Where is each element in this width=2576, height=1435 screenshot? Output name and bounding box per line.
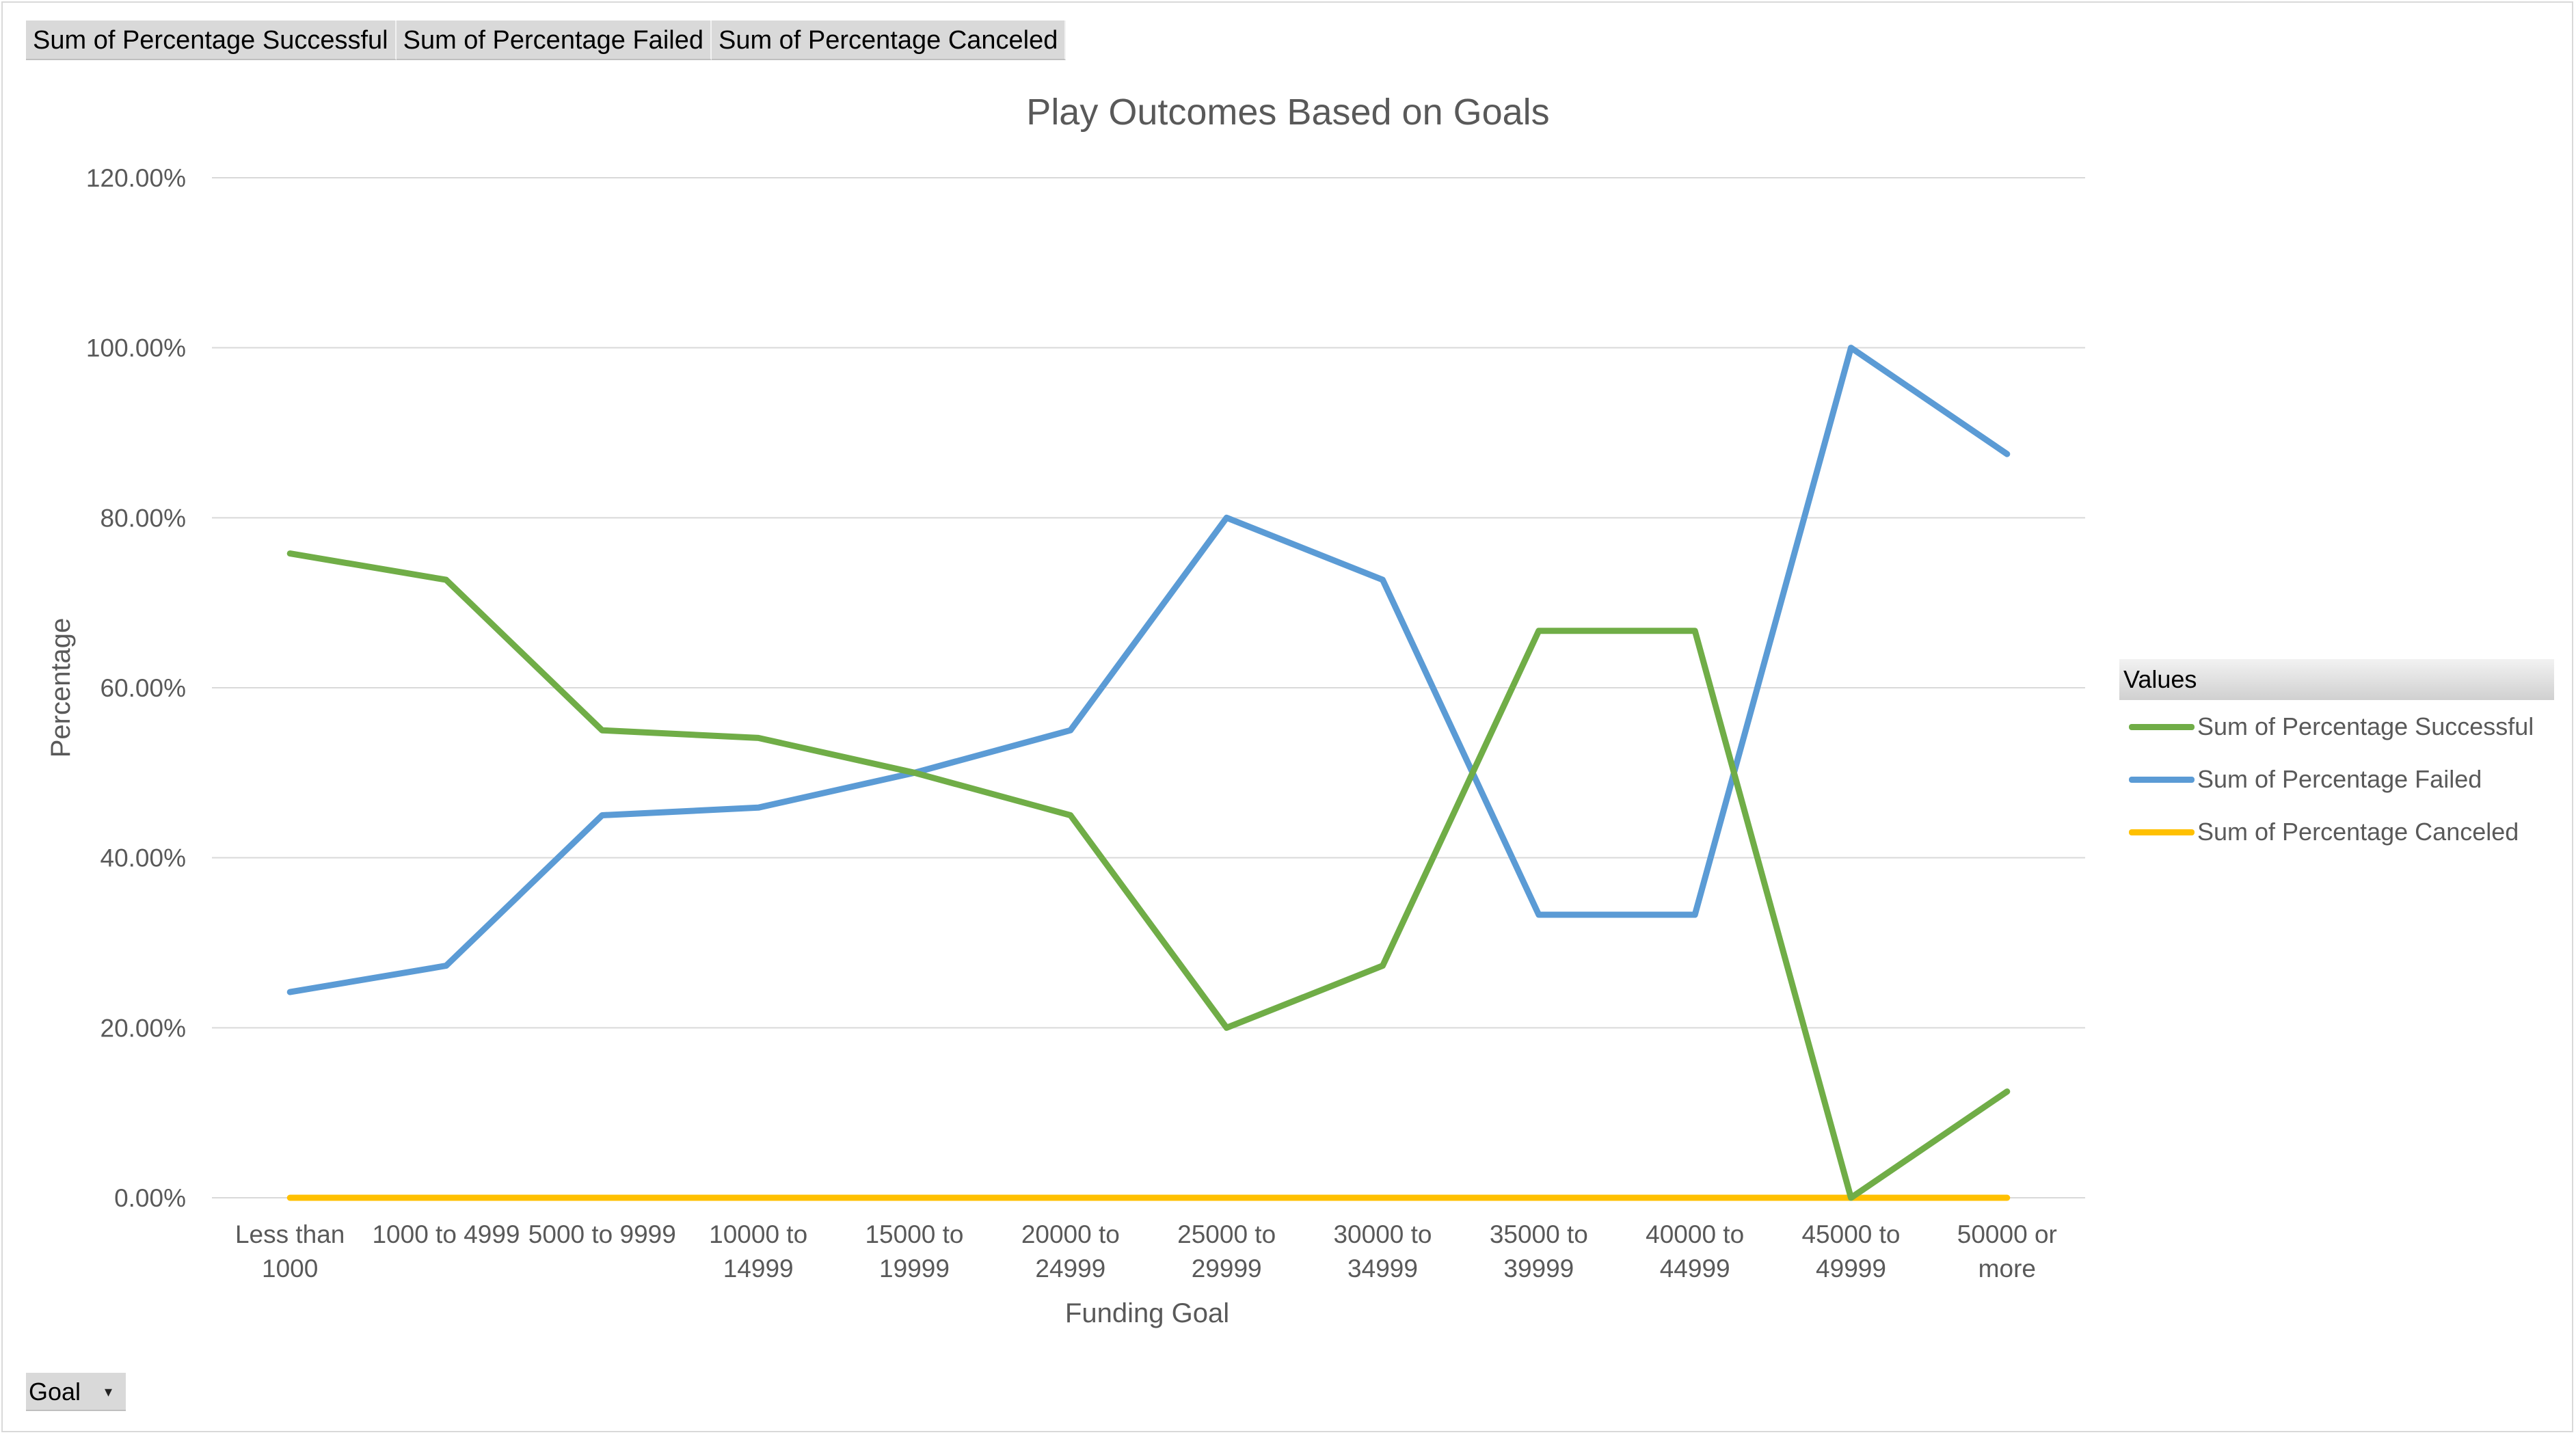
x-tick-label: 29999 [1192,1255,1262,1283]
legend-label-failed: Sum of Percentage Failed [2197,765,2482,793]
legend-swatch-canceled [2129,829,2195,835]
legend-item-canceled[interactable]: Sum of Percentage Canceled [2119,805,2554,858]
x-tick-label: 15000 to [865,1220,963,1248]
y-tick-label: 20.00% [100,1014,187,1042]
field-button-successful[interactable]: Sum of Percentage Successful [26,21,397,60]
x-tick-label: 1000 to 4999 [372,1220,520,1248]
y-tick-label: 80.00% [100,504,187,532]
y-axis-tick-labels: 0.00% 20.00% 40.00% 60.00% 80.00% 100.00% 120.… [86,164,186,1212]
series-lines [286,345,2011,1201]
x-tick-label: more [1978,1255,2036,1283]
legend-label-successful: Sum of Percentage Successful [2197,712,2534,740]
legend-item-successful[interactable]: Sum of Percentage Successful [2119,700,2554,753]
y-tick-label: 60.00% [100,674,187,702]
series-line-failed [286,345,2011,995]
chart-title: Play Outcomes Based on Goals [1026,92,1549,133]
x-tick-label: 49999 [1816,1255,1886,1283]
x-tick-label: 34999 [1347,1255,1418,1283]
legend-swatch-successful [2129,724,2195,730]
x-tick-label: Less than [235,1220,345,1248]
pivot-value-field-bar: Sum of Percentage Successful Sum of Perc… [26,21,1066,60]
x-axis-label: Funding Goal [1065,1298,1229,1328]
x-axis-tick-labels: Less than 1000 1000 to 4999 5000 to 9999 100… [235,1220,2057,1283]
field-button-canceled[interactable]: Sum of Percentage Canceled [711,21,1066,60]
goal-filter-button[interactable]: Goal ▾ [26,1373,126,1411]
x-tick-label: 35000 to [1490,1220,1588,1248]
x-tick-label: 25000 to [1177,1220,1276,1248]
x-tick-label: 14999 [723,1255,794,1283]
y-tick-label: 0.00% [114,1184,186,1212]
dropdown-arrow-icon: ▾ [104,1383,112,1400]
goal-filter-label: Goal [29,1378,81,1406]
y-tick-label: 120.00% [86,164,186,192]
x-tick-label: 10000 to [709,1220,807,1248]
gridlines [212,177,2085,1198]
y-axis-label: Percentage [46,618,76,758]
x-tick-label: 40000 to [1646,1220,1744,1248]
x-tick-label: 5000 to 9999 [528,1220,676,1248]
chart-legend: Values Sum of Percentage Successful Sum … [2119,659,2554,858]
legend-label-canceled: Sum of Percentage Canceled [2197,818,2519,846]
x-tick-label: 44999 [1660,1255,1730,1283]
x-tick-label: 39999 [1503,1255,1574,1283]
legend-title[interactable]: Values [2119,659,2554,700]
y-tick-label: 100.00% [86,334,186,362]
x-tick-label: 50000 or [1957,1220,2057,1248]
x-tick-label: 1000 [262,1255,318,1283]
y-tick-label: 40.00% [100,844,187,872]
x-tick-label: 20000 to [1021,1220,1120,1248]
legend-swatch-failed [2129,777,2195,783]
x-tick-label: 45000 to [1801,1220,1900,1248]
x-tick-label: 30000 to [1333,1220,1432,1248]
x-tick-label: 24999 [1035,1255,1105,1283]
series-line-successful [286,550,2011,1201]
x-tick-label: 19999 [879,1255,950,1283]
legend-item-failed[interactable]: Sum of Percentage Failed [2119,753,2554,805]
field-button-failed[interactable]: Sum of Percentage Failed [396,21,712,60]
